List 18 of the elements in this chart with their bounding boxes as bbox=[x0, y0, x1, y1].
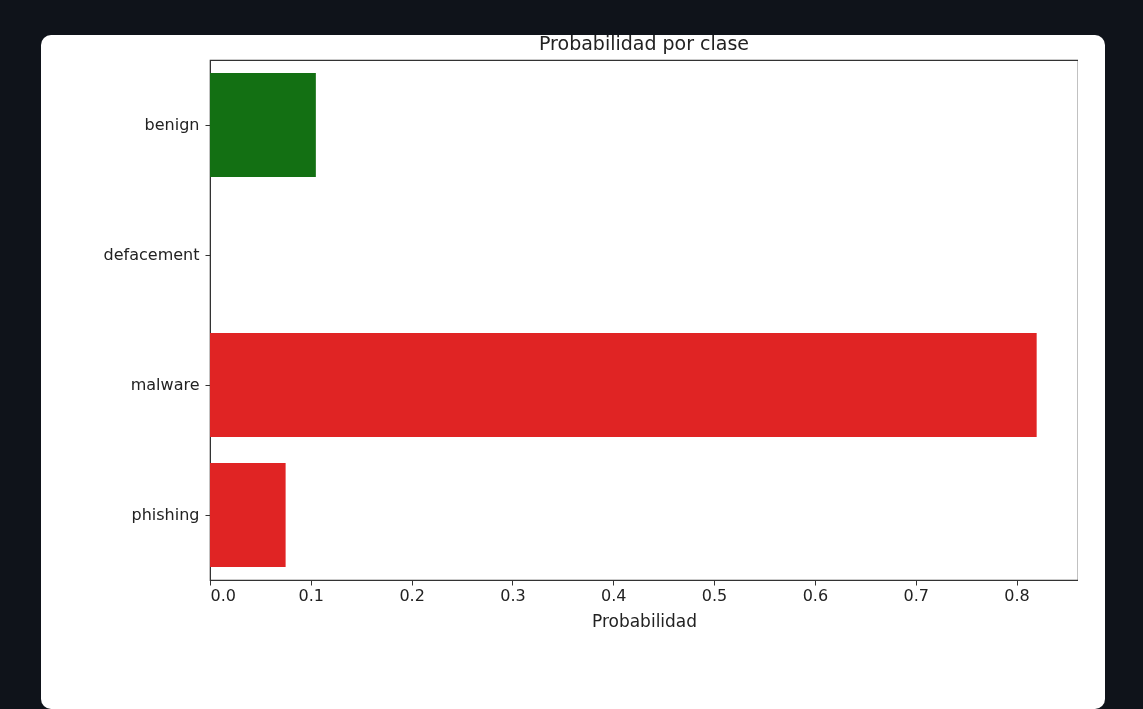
x-tick-label: 0.3 bbox=[500, 585, 526, 605]
x-axis-title: Probabilidad bbox=[591, 610, 698, 631]
bar bbox=[210, 73, 316, 177]
x-tick-label: 0.1 bbox=[298, 585, 325, 605]
x-tick-label: 0.4 bbox=[601, 585, 627, 605]
x-tick-label: 0.0 bbox=[210, 585, 236, 605]
y-tick-label: phishing bbox=[131, 505, 200, 524]
x-tick-label: 0.6 bbox=[802, 585, 829, 605]
y-tick-label: malware bbox=[130, 375, 200, 394]
x-tick-label: 0.2 bbox=[399, 585, 425, 605]
x-tick-label: 0.8 bbox=[1004, 585, 1030, 605]
chart-title: Probabilidad por clase bbox=[538, 32, 750, 54]
x-tick-label: 0.7 bbox=[903, 585, 929, 605]
y-tick-label: defacement bbox=[103, 245, 200, 264]
bar bbox=[210, 463, 286, 567]
bar bbox=[210, 333, 1037, 437]
x-tick-label: 0.5 bbox=[701, 585, 728, 605]
y-tick-label: benign bbox=[144, 115, 200, 134]
